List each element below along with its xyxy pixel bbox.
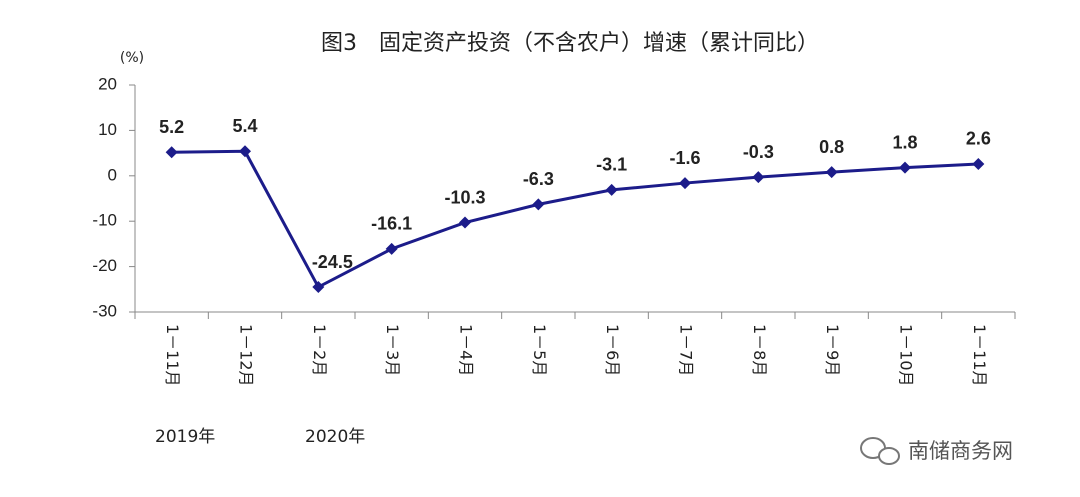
marker [459,216,471,229]
marker [752,171,765,184]
chart-title: 图3 固定资产投资（不含农户）增速（累计同比） [321,31,819,56]
y-unit: (%) [120,50,144,66]
marker [825,166,838,179]
value-label: -24.5 [312,252,353,272]
value-label: 5.4 [232,116,257,136]
marker [239,145,251,158]
watermark: 南储商务网 [908,439,1013,463]
y-tick-label: -20 [92,256,117,275]
value-label: 0.8 [819,137,844,157]
value-label: -10.3 [444,187,485,207]
x-tick-label: 1－7月 [677,324,696,376]
value-label: 5.2 [159,117,184,137]
value-label: -6.3 [523,169,554,189]
y-tick-label: -30 [92,301,117,320]
y-tick-label: 20 [98,74,117,93]
watermark-icon [860,437,900,465]
y-tick-label: 0 [108,165,117,184]
marker [679,177,691,190]
x-tick-label: 1－4月 [457,324,476,376]
value-label: -3.1 [596,155,627,175]
value-label: -1.6 [669,148,700,168]
year-label: 2019年 [155,427,215,447]
value-label: 1.8 [892,132,917,152]
x-tick-label: 1－5月 [530,324,549,376]
value-label: -0.3 [743,142,774,162]
y-tick-label: -10 [92,211,117,230]
x-tick-label: 1－6月 [603,324,622,376]
x-tick-label: 1－3月 [383,324,402,376]
year-label: 2020年 [305,427,365,447]
x-tick-label: 1－10月 [897,324,916,387]
marker [385,242,398,255]
marker [532,198,545,211]
marker [605,183,618,196]
x-tick-label: 1－11月 [163,324,182,387]
x-tick-label: 1－8月 [750,324,769,376]
marker [899,161,911,174]
marker [312,281,325,294]
y-tick-label: 10 [98,120,117,139]
value-label: -16.1 [371,214,412,234]
x-tick-label: 1－2月 [310,324,329,376]
x-tick-label: 1－12月 [237,324,256,387]
marker [165,146,178,159]
marker [972,157,985,170]
value-label: 2.6 [966,129,991,149]
line [171,149,979,290]
x-tick-label: 1－9月 [823,324,842,376]
x-tick-label: 1－11月 [970,324,989,387]
